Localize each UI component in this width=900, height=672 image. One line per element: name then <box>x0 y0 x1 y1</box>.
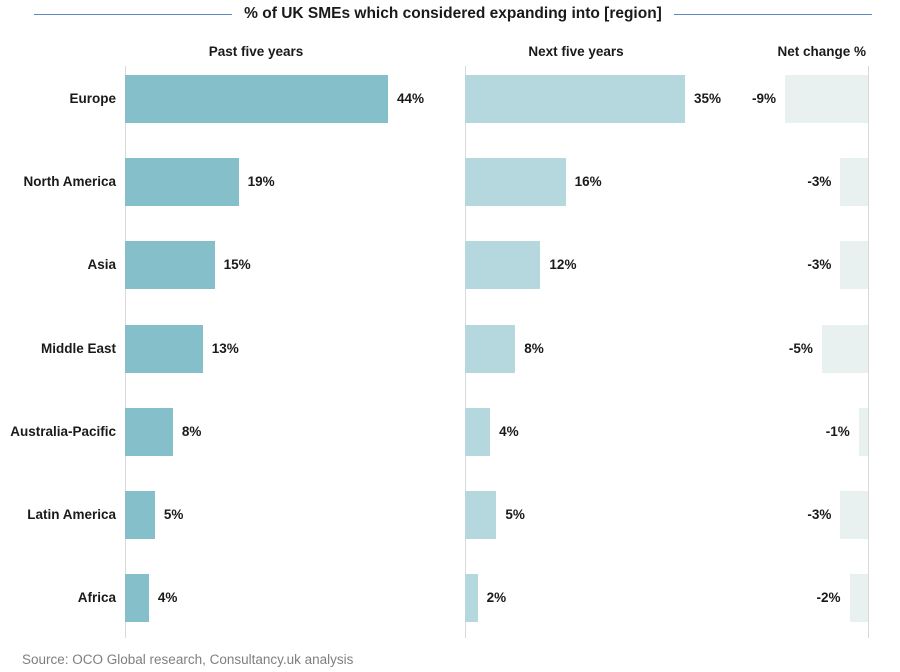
bar-net <box>840 241 868 290</box>
title-bar: % of UK SMEs which considered expanding … <box>34 5 873 23</box>
bar-next <box>465 158 566 207</box>
value-label-net: -9% <box>751 91 776 106</box>
value-label-past: 4% <box>157 590 178 606</box>
bar-past <box>125 75 388 123</box>
bar-past <box>125 491 155 539</box>
bar-net <box>821 324 868 373</box>
region-label: North America <box>23 174 116 190</box>
region-label: Australia-Pacific <box>10 423 116 439</box>
bar-next <box>465 75 685 123</box>
column-header-next-five-years: Next five years <box>528 44 624 59</box>
value-label-next: 8% <box>524 340 544 356</box>
value-label-past: 13% <box>211 340 239 356</box>
bar-past <box>125 158 239 207</box>
value-label-next: 2% <box>486 590 507 606</box>
bar-next <box>465 324 516 373</box>
value-label-next: 5% <box>505 507 525 522</box>
region-label: Latin America <box>27 507 116 522</box>
chart-title: % of UK SMEs which considered expanding … <box>244 5 662 22</box>
value-label-past: 19% <box>247 174 275 190</box>
region-label: Middle East <box>40 340 116 356</box>
bar-next <box>465 491 497 539</box>
value-label-net: -3% <box>807 507 832 522</box>
value-label-next: 16% <box>574 174 602 190</box>
bar-next <box>465 574 478 623</box>
bar-net <box>840 158 868 207</box>
value-label-past: 44% <box>397 91 425 106</box>
value-label-net: -3% <box>807 257 832 273</box>
value-label-net: -1% <box>825 423 850 439</box>
value-label-past: 15% <box>223 257 251 273</box>
value-label-net: -5% <box>788 340 813 356</box>
axis-line-net <box>868 66 869 638</box>
bar-past <box>125 407 173 456</box>
bar-next <box>465 407 491 456</box>
source-note: Source: OCO Global research, Consultancy… <box>22 652 354 667</box>
bar-past <box>125 241 215 290</box>
region-label: Europe <box>69 91 116 106</box>
region-label: Asia <box>87 257 116 273</box>
bar-next <box>465 241 541 290</box>
column-header-net-change: Net change % <box>777 44 866 59</box>
bar-net <box>785 75 868 123</box>
region-label: Africa <box>77 590 116 606</box>
bar-net <box>840 491 868 539</box>
value-label-next: 35% <box>694 91 722 106</box>
bar-past <box>125 574 149 623</box>
bar-net <box>849 574 868 623</box>
value-label-net: -3% <box>807 174 832 190</box>
value-label-next: 12% <box>549 257 577 273</box>
value-label-net: -2% <box>816 590 841 606</box>
bar-net <box>858 407 868 456</box>
value-label-past: 5% <box>163 507 184 522</box>
value-label-past: 8% <box>181 423 202 439</box>
value-label-next: 4% <box>499 423 519 439</box>
title-rule-right <box>673 13 873 15</box>
bar-past <box>125 324 203 373</box>
title-rule-left <box>34 13 233 15</box>
column-header-past-five-years: Past five years <box>208 44 304 59</box>
